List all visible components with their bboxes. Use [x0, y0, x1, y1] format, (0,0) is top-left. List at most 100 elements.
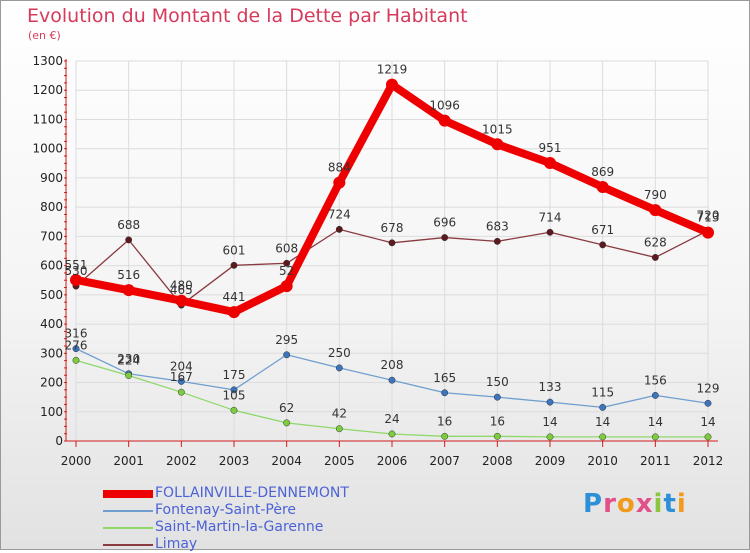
legend-label: Limay — [155, 536, 198, 552]
data-point — [596, 180, 609, 193]
data-point — [491, 138, 504, 151]
y-tick-label: 100 — [40, 405, 63, 419]
data-point — [175, 294, 188, 307]
data-label: 129 — [697, 381, 720, 395]
data-point — [599, 403, 607, 411]
data-label: 16 — [490, 414, 505, 428]
legend-label: Saint-Martin-la-Garenne — [155, 519, 324, 535]
x-tick-label: 2011 — [640, 454, 671, 468]
y-tick-label: 800 — [40, 200, 63, 214]
data-point — [651, 253, 659, 261]
x-tick-label: 2001 — [113, 454, 144, 468]
data-point — [546, 228, 554, 236]
data-label: 150 — [486, 375, 509, 389]
data-point — [544, 157, 556, 170]
x-tick-label: 2012 — [693, 454, 724, 468]
data-point — [438, 114, 451, 127]
x-tick-label: 2010 — [587, 454, 618, 468]
y-tick-label: 500 — [40, 288, 63, 302]
data-label: 951 — [539, 141, 562, 155]
data-label: 601 — [223, 243, 246, 257]
data-labels: 551 516 480 441 52 884 1219 1096 1015 951 869 790 71… — [65, 63, 720, 429]
data-label: 14 — [595, 415, 610, 429]
logo-letter: t — [663, 489, 677, 519]
data-label: 52 — [279, 264, 294, 278]
data-point — [230, 386, 238, 394]
data-point — [702, 226, 714, 239]
data-label: 133 — [539, 380, 562, 394]
data-point — [649, 204, 662, 217]
y-tick-label: 700 — [40, 229, 63, 243]
legend-swatch — [103, 490, 153, 498]
data-label: 1219 — [377, 63, 408, 77]
data-point — [493, 432, 501, 440]
data-label: 480 — [170, 279, 193, 293]
data-label: 869 — [591, 165, 614, 179]
data-label: 790 — [644, 188, 667, 202]
data-label: 14 — [648, 415, 663, 429]
data-label: 608 — [275, 241, 298, 255]
legend-label: Fontenay-Saint-Père — [155, 502, 297, 518]
data-point — [441, 234, 449, 242]
data-point — [335, 225, 343, 233]
data-point — [493, 393, 501, 401]
data-label: 551 — [65, 258, 88, 272]
chart-unit: (en €) — [28, 29, 61, 42]
data-label: 14 — [700, 415, 715, 429]
logo-letter: r — [603, 489, 617, 519]
data-label: 295 — [275, 333, 298, 347]
x-tick-label: 2009 — [535, 454, 566, 468]
data-point — [283, 419, 291, 427]
data-point — [388, 239, 396, 247]
y-tick-label: 1100 — [32, 112, 63, 126]
data-label: 516 — [117, 268, 140, 282]
data-point — [493, 237, 501, 245]
y-tick-label: 200 — [40, 376, 63, 390]
data-point — [177, 388, 185, 396]
x-tick-label: 2004 — [271, 454, 302, 468]
data-label: 884 — [328, 161, 351, 175]
data-label: 165 — [433, 371, 456, 385]
data-point — [335, 425, 343, 433]
logo-letter: i — [676, 489, 687, 519]
data-point — [283, 351, 291, 359]
data-point — [125, 372, 133, 379]
data-label: 276 — [65, 338, 88, 352]
data-label: 250 — [328, 346, 351, 360]
x-tick-label: 2008 — [482, 454, 513, 468]
data-point — [230, 406, 238, 414]
data-label: 224 — [117, 354, 140, 368]
data-label: 1015 — [482, 122, 513, 136]
data-label: 671 — [591, 223, 614, 237]
y-tick-label: 0 — [55, 434, 63, 448]
x-tick-label: 2000 — [61, 454, 92, 468]
y-tick-label: 300 — [40, 346, 63, 360]
data-label: 230 — [117, 352, 140, 366]
data-point — [122, 284, 135, 297]
data-label: 696 — [433, 216, 456, 230]
data-label: 724 — [328, 207, 351, 221]
data-point — [704, 433, 712, 441]
data-point — [704, 399, 712, 407]
data-label: 683 — [486, 219, 509, 233]
data-point — [125, 236, 133, 244]
data-label: 42 — [332, 407, 347, 421]
chart-title: Evolution du Montant de la Dette par Hab… — [27, 5, 468, 27]
data-point — [228, 306, 240, 319]
data-label: 530 — [65, 264, 88, 278]
data-label: 167 — [170, 370, 193, 384]
data-point — [230, 261, 238, 269]
data-point — [388, 430, 396, 438]
proxiti-logo: Proxiti — [583, 489, 687, 519]
data-point — [599, 433, 607, 441]
data-label: 105 — [223, 388, 246, 402]
data-point — [651, 391, 659, 399]
data-point — [388, 376, 396, 384]
data-label: 688 — [117, 218, 140, 232]
data-point — [333, 176, 346, 189]
data-point — [177, 377, 185, 385]
series-lines — [70, 78, 714, 441]
y-tick-label: 1200 — [32, 83, 63, 97]
data-point — [280, 280, 293, 293]
